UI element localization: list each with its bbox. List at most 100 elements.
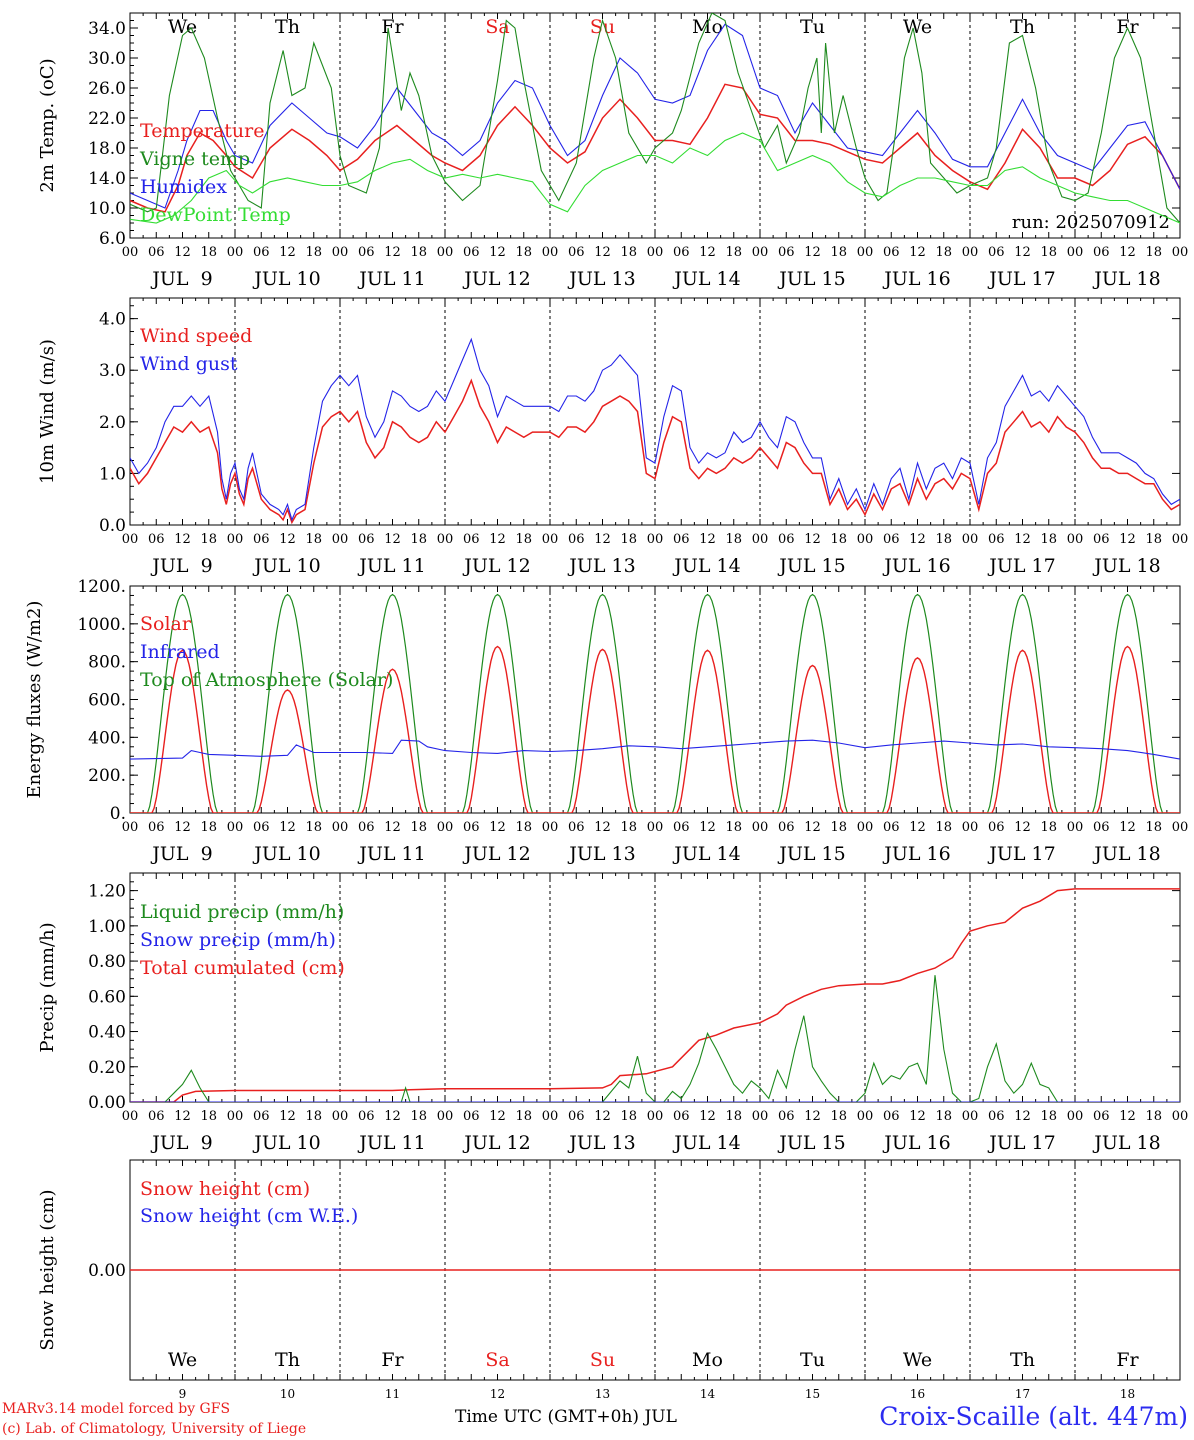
run-label: run: 2025070912 xyxy=(1012,212,1170,233)
legend-entry: Total cumulated (cm) xyxy=(140,957,345,979)
hour-label: 00 xyxy=(1172,820,1189,835)
y-tick-label: 400. xyxy=(88,728,126,748)
date-label: JUL 18 xyxy=(1092,1132,1160,1154)
y-tick-label: 1.0 xyxy=(99,464,126,484)
hour-label: 18 xyxy=(620,820,637,835)
hour-label: 18 xyxy=(305,820,322,835)
hour-label: 18 xyxy=(305,1109,322,1124)
hour-label: 00 xyxy=(752,820,769,835)
hour-label: 00 xyxy=(857,245,874,260)
hour-label: 18 xyxy=(1145,245,1162,260)
weekday-label: We xyxy=(903,1349,932,1371)
date-label: JUL 17 xyxy=(987,555,1055,577)
hour-label: 06 xyxy=(463,532,480,547)
weekday-label: We xyxy=(168,16,197,38)
hour-label: 12 xyxy=(909,1109,926,1124)
hour-label: 06 xyxy=(988,245,1005,260)
hour-label: 12 xyxy=(174,245,191,260)
hour-label: 00 xyxy=(857,1109,874,1124)
station-label: Croix-Scaille (alt. 447m) xyxy=(879,1402,1188,1431)
hour-label: 00 xyxy=(1067,1109,1084,1124)
legend-entry: DewPoint Temp xyxy=(140,204,291,226)
day-number-label: 13 xyxy=(595,1387,610,1401)
hour-label: 06 xyxy=(253,532,270,547)
hour-label: 00 xyxy=(857,820,874,835)
y-tick-label: 30.0 xyxy=(88,49,126,69)
date-label: JUL 15 xyxy=(777,555,845,577)
hour-label: 12 xyxy=(699,1109,716,1124)
series-line-vigne-temp xyxy=(130,13,1180,224)
hour-label: 06 xyxy=(568,820,585,835)
date-label: JUL 16 xyxy=(882,268,950,290)
hour-label: 18 xyxy=(725,245,742,260)
hour-label: 12 xyxy=(699,820,716,835)
hour-label: 00 xyxy=(1067,532,1084,547)
hour-label: 12 xyxy=(1119,1109,1136,1124)
weekday-label: Sa xyxy=(485,1349,509,1371)
y-tick-label: 0. xyxy=(110,804,126,824)
date-label: JUL 14 xyxy=(672,1132,740,1154)
series-line-dewpoint-temp xyxy=(130,132,1180,224)
hour-label: 18 xyxy=(410,245,427,260)
date-label: JUL 10 xyxy=(252,1132,320,1154)
y-tick-label: 0.00 xyxy=(88,1093,126,1113)
series-line-solar xyxy=(130,645,1180,813)
hour-label: 06 xyxy=(1093,532,1110,547)
hour-label: 00 xyxy=(122,532,139,547)
hour-label: 06 xyxy=(673,1109,690,1124)
hour-label: 12 xyxy=(909,820,926,835)
y-tick-label: 1.20 xyxy=(88,882,126,902)
hour-label: 06 xyxy=(673,820,690,835)
hour-label: 06 xyxy=(883,245,900,260)
hour-label: 18 xyxy=(515,820,532,835)
hour-label: 00 xyxy=(962,532,979,547)
series-line-humidex xyxy=(130,23,1180,209)
day-number-label: 14 xyxy=(700,1387,716,1401)
hour-label: 12 xyxy=(174,532,191,547)
day-number-label: 16 xyxy=(910,1387,925,1401)
date-label: JUL 18 xyxy=(1092,555,1160,577)
hour-label: 00 xyxy=(437,532,454,547)
y-tick-label: 0.60 xyxy=(88,987,126,1007)
hour-label: 06 xyxy=(778,245,795,260)
hour-label: 06 xyxy=(883,820,900,835)
date-label: JUL 14 xyxy=(672,268,740,290)
hour-label: 18 xyxy=(1040,820,1057,835)
hour-label: 00 xyxy=(1172,1109,1189,1124)
weekday-label: Su xyxy=(590,1349,615,1371)
weekday-label: Fr xyxy=(1116,1349,1139,1371)
weekday-label: Fr xyxy=(381,1349,404,1371)
hour-label: 12 xyxy=(489,245,506,260)
day-number-label: 18 xyxy=(1120,1387,1135,1401)
hour-label: 00 xyxy=(962,820,979,835)
hour-label: 00 xyxy=(962,1109,979,1124)
legend-entry: Humidex xyxy=(140,176,227,198)
hour-label: 00 xyxy=(542,245,559,260)
day-number-label: 17 xyxy=(1015,1387,1030,1401)
hour-label: 00 xyxy=(437,820,454,835)
panel-5: 0.00 Snow height (cm) We 9 Th 10 Fr 11 Sa 12 Su 13 M… xyxy=(37,1159,1181,1401)
hour-label: 12 xyxy=(174,1109,191,1124)
hour-label: 18 xyxy=(200,245,217,260)
hour-label: 00 xyxy=(752,532,769,547)
legend-entry: Solar xyxy=(140,613,192,635)
hour-label: 12 xyxy=(1119,820,1136,835)
weekday-label: Mo xyxy=(692,1349,723,1371)
hour-label: 12 xyxy=(909,245,926,260)
date-label: JUL 18 xyxy=(1092,843,1160,865)
y-tick-label: 3.0 xyxy=(99,361,126,381)
series-group xyxy=(130,13,1180,224)
date-label: JUL 16 xyxy=(882,555,950,577)
y-axis-label: Energy fluxes (W/m2) xyxy=(24,601,45,799)
series-line-total-cumulated-cm- xyxy=(130,888,1180,1102)
weekday-label: Fr xyxy=(1116,16,1139,38)
date-label: JUL 10 xyxy=(252,268,320,290)
date-label: JUL 12 xyxy=(462,268,530,290)
legend-entry: Wind gust xyxy=(140,353,238,375)
y-tick-label: 1.00 xyxy=(88,917,126,937)
y-tick-label: 800. xyxy=(88,653,126,673)
date-label: JUL 15 xyxy=(777,268,845,290)
day-number-label: 12 xyxy=(490,1387,505,1401)
hour-label: 12 xyxy=(699,532,716,547)
